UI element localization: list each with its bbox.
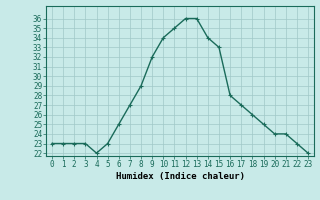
- X-axis label: Humidex (Indice chaleur): Humidex (Indice chaleur): [116, 172, 244, 181]
